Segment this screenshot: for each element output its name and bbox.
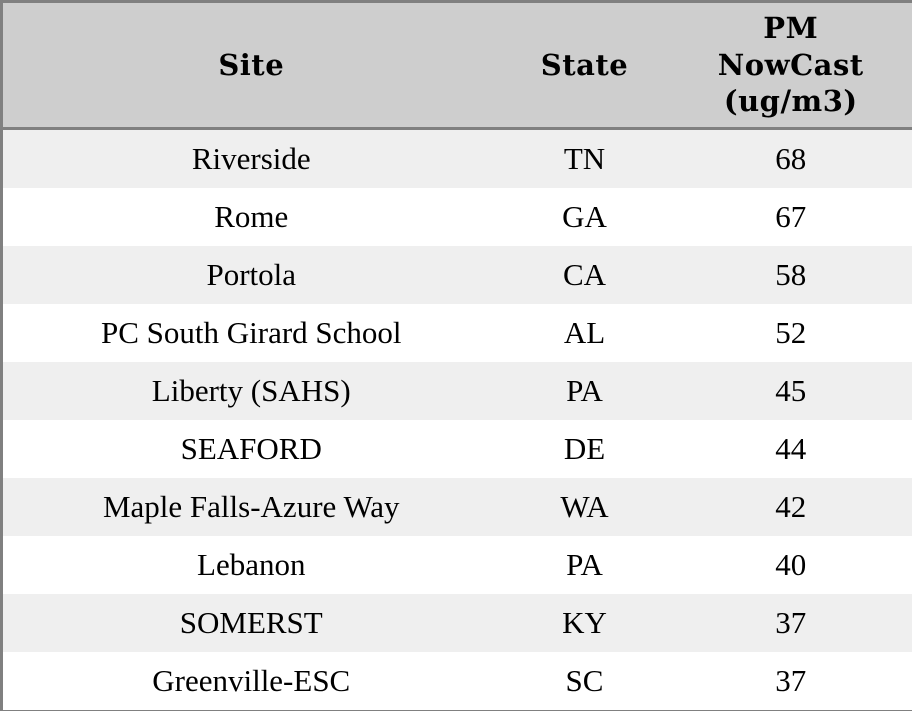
cell-pm-nowcast: 58: [775, 257, 807, 292]
column-header-site: Site: [1, 1, 500, 130]
cell-site: Maple Falls-Azure Way: [102, 489, 400, 524]
cell-state: AL: [563, 315, 606, 350]
cell-state: DE: [563, 431, 606, 466]
cell-pm-nowcast: 44: [775, 431, 807, 466]
cell-site: Lebanon: [197, 547, 306, 582]
cell-site: SEAFORD: [180, 431, 322, 466]
cell-state: CA: [562, 257, 607, 292]
cell-pm-nowcast: 42: [775, 489, 807, 524]
cell-state: SC: [565, 663, 604, 698]
cell-state: TN: [563, 141, 606, 176]
cell-pm-nowcast: 45: [775, 373, 807, 408]
cell-pm-nowcast: 67: [775, 199, 807, 234]
table-row: Rome GA 67: [1, 188, 912, 246]
header-row: Site State PM NowCast (ug/m3): [1, 1, 912, 130]
table-header: Site State PM NowCast (ug/m3): [1, 1, 912, 130]
table-row: SEAFORD DE 44: [1, 420, 912, 478]
cell-site: SOMERST: [179, 605, 323, 640]
table-row: Maple Falls-Azure Way WA 42: [1, 478, 912, 536]
cell-site: Liberty (SAHS): [151, 373, 351, 408]
cell-state: GA: [562, 199, 607, 234]
cell-state: KY: [562, 605, 607, 640]
cell-site: Greenville-ESC: [152, 663, 351, 698]
table-row: SOMERST KY 37: [1, 594, 912, 652]
table-row: Greenville-ESC SC 37: [1, 652, 912, 711]
cell-pm-nowcast: 52: [775, 315, 807, 350]
cell-pm-nowcast: 37: [775, 663, 807, 698]
cell-site: PC South Girard School: [100, 315, 402, 350]
cell-pm-nowcast: 37: [775, 605, 807, 640]
cell-state: PA: [566, 373, 603, 408]
cell-site: Rome: [214, 199, 289, 234]
table-body: Riverside TN 68 Rome GA 67 Portola CA 58…: [1, 128, 912, 711]
cell-site: Riverside: [191, 141, 311, 176]
table-row: Liberty (SAHS) PA 45: [1, 362, 912, 420]
table-row: Portola CA 58: [1, 246, 912, 304]
cell-state: PA: [566, 547, 603, 582]
column-header-state: State: [499, 1, 670, 130]
cell-state: WA: [560, 489, 609, 524]
table-row: Lebanon PA 40: [1, 536, 912, 594]
column-header-pm-nowcast: PM NowCast (ug/m3): [669, 1, 912, 130]
cell-site: Portola: [206, 257, 297, 292]
table-row: PC South Girard School AL 52: [1, 304, 912, 362]
table-row: Riverside TN 68: [1, 128, 912, 188]
cell-pm-nowcast: 40: [775, 547, 807, 582]
cell-pm-nowcast: 68: [775, 141, 807, 176]
